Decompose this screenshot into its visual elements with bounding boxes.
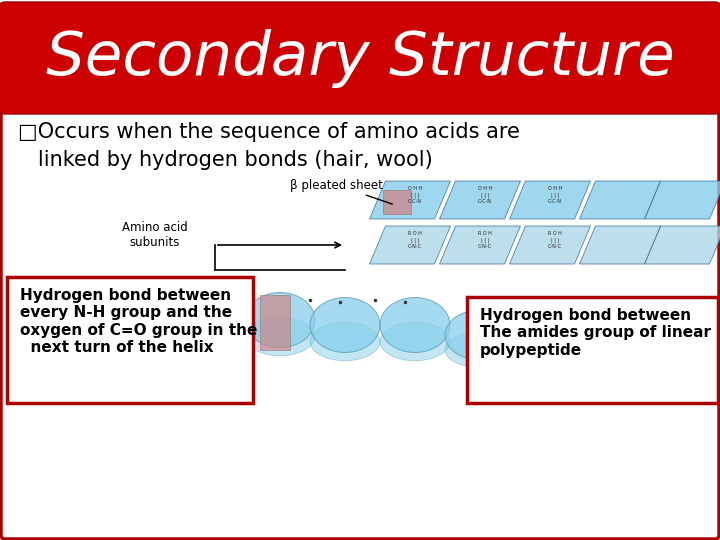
Polygon shape [369, 226, 451, 264]
Polygon shape [439, 181, 521, 219]
Text: linked by hydrogen bonds (hair, wool): linked by hydrogen bonds (hair, wool) [18, 150, 433, 170]
FancyBboxPatch shape [1, 106, 719, 539]
Polygon shape [369, 181, 451, 219]
Polygon shape [510, 181, 590, 219]
Text: □Occurs when the sequence of amino acids are: □Occurs when the sequence of amino acids… [18, 122, 520, 142]
Polygon shape [510, 226, 590, 264]
Polygon shape [439, 226, 521, 264]
Text: O H H
| | |
C-C-N: O H H | | | C-C-N [408, 186, 422, 204]
Text: Secondary Structure: Secondary Structure [45, 29, 675, 87]
Text: Hydrogen bond between
The amides group of linear
polypeptide: Hydrogen bond between The amides group o… [480, 308, 711, 358]
Polygon shape [644, 226, 720, 264]
Text: R O H
| | |
C-N-C: R O H | | | C-N-C [408, 232, 422, 248]
Text: O H H
| | |
C-C-N: O H H | | | C-C-N [548, 186, 562, 204]
Text: β pleated sheet: β pleated sheet [290, 179, 392, 204]
Text: R O H
| | |
C-N-C: R O H | | | C-N-C [478, 232, 492, 248]
FancyBboxPatch shape [260, 295, 290, 350]
FancyBboxPatch shape [0, 2, 720, 114]
Ellipse shape [310, 322, 380, 361]
Ellipse shape [380, 298, 450, 353]
Polygon shape [644, 181, 720, 219]
Text: O H H
| | |
C-C-N: O H H | | | C-C-N [478, 186, 492, 204]
Text: Amino acid
subunits: Amino acid subunits [122, 221, 188, 249]
Ellipse shape [380, 322, 450, 361]
Text: Hydrogen bond between
every N-H group and the
oxygen of C=O group in the
  next : Hydrogen bond between every N-H group an… [20, 288, 257, 355]
Text: R O H
| | |
C-N-C: R O H | | | C-N-C [548, 232, 562, 248]
Ellipse shape [310, 298, 380, 353]
Ellipse shape [445, 310, 515, 360]
Polygon shape [580, 226, 660, 264]
Text: α helix: α helix [500, 319, 540, 332]
Ellipse shape [245, 293, 315, 348]
Ellipse shape [245, 317, 315, 356]
Polygon shape [580, 181, 660, 219]
FancyBboxPatch shape [467, 297, 718, 403]
Ellipse shape [445, 333, 515, 368]
FancyBboxPatch shape [383, 190, 411, 214]
FancyBboxPatch shape [7, 277, 253, 403]
